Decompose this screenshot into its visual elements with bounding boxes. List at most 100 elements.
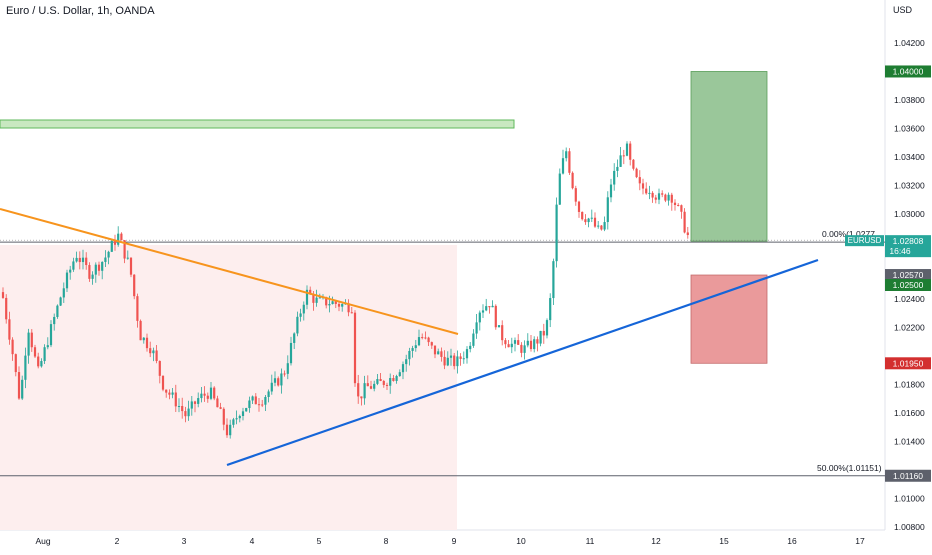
candle-body: [494, 305, 497, 328]
stop-loss-zone[interactable]: [690, 274, 768, 364]
fib-low-badge-bg: [885, 469, 931, 482]
price-tick-label: 1.02400: [894, 294, 925, 304]
candle-body: [558, 173, 561, 205]
candle-body: [651, 192, 654, 198]
candle-body: [78, 257, 81, 263]
descending-trendline[interactable]: [0, 208, 459, 335]
time-tick-label: Aug: [35, 536, 50, 546]
symbol-title[interactable]: Euro / U.S. Dollar, 1h, OANDA: [6, 5, 155, 17]
candle-body: [241, 411, 245, 416]
price-tick-label: 1.01000: [894, 494, 925, 504]
fib-50-label: 50.00%(1.01151): [817, 463, 882, 473]
candle-body: [251, 396, 254, 401]
candle-body: [296, 316, 299, 334]
time-tick-label: 17: [855, 536, 865, 546]
candle-body: [561, 158, 565, 174]
candle-body: [69, 269, 72, 273]
candle-body: [8, 319, 11, 340]
candle-body: [497, 325, 501, 328]
candle-body: [190, 401, 193, 409]
candle-body: [472, 333, 475, 346]
price-tick-label: 1.00800: [894, 522, 925, 532]
candle-body: [369, 386, 373, 389]
take-profit-badge-text: 1.04000: [893, 66, 924, 76]
entry-price-badge-text: 1.02570: [893, 270, 924, 280]
candle-body: [46, 345, 49, 348]
price-tick-label: 1.03200: [894, 180, 925, 190]
candle-body: [606, 197, 609, 223]
candle-body: [142, 337, 145, 341]
candle-body: [341, 304, 344, 307]
take-profit-badge: 1.04000: [885, 65, 931, 78]
candle-body: [257, 404, 261, 406]
price-tick-label: 1.03800: [894, 95, 925, 105]
candle-body: [632, 159, 635, 169]
candle-body: [280, 373, 283, 386]
candle-body: [283, 373, 286, 375]
candle-body: [411, 348, 414, 351]
candle-body: [609, 184, 613, 198]
price-tick-label: 1.01800: [894, 380, 925, 390]
stop-loss-badge: 1.01950: [885, 357, 931, 370]
candle-body: [510, 343, 513, 348]
candle-body: [469, 345, 472, 350]
candle-body: [222, 408, 225, 425]
ascending-trendline[interactable]: [226, 258, 819, 467]
candle-body: [414, 345, 417, 349]
candle-body: [427, 337, 430, 343]
candle-body: [17, 372, 21, 399]
price-tick-labels: 1.04200 1.03800 1.03600 1.03400 1.03200 1.030…: [894, 38, 925, 532]
candle-body: [91, 274, 94, 279]
candle-body: [485, 306, 488, 311]
resistance-zone[interactable]: [0, 119, 515, 129]
symbol-price-badge: EURUSD 1.02808 16:46: [845, 235, 931, 258]
time-tick-label: 4: [250, 536, 255, 546]
candle-body: [254, 396, 257, 405]
candle-body: [209, 387, 213, 399]
candle-body: [27, 332, 30, 356]
candle-body: [488, 306, 491, 308]
candle-body: [206, 395, 209, 399]
candle-body: [654, 197, 657, 200]
candle-body: [235, 418, 238, 420]
candle-body: [686, 232, 689, 236]
candle-body: [145, 337, 149, 349]
candle-body: [529, 340, 533, 350]
candle-body: [33, 347, 37, 357]
candle-body: [574, 188, 577, 202]
candle-body: [520, 344, 523, 353]
candle-body: [75, 257, 78, 262]
candle-body: [277, 378, 280, 386]
candle-body: [184, 411, 187, 417]
candle-body: [261, 404, 264, 406]
take-profit-zone[interactable]: [690, 71, 768, 242]
currency-label[interactable]: USD: [892, 5, 912, 15]
candle-body: [49, 324, 53, 346]
candle-body: [62, 288, 65, 298]
candle-body: [683, 211, 686, 233]
candle-body: [677, 204, 680, 206]
candle-body: [513, 340, 517, 344]
candle-body: [581, 211, 584, 220]
candle-body: [648, 192, 651, 194]
candle-body: [225, 424, 229, 436]
candle-body: [440, 351, 443, 357]
candle-body: [549, 298, 552, 321]
stop-loss-badge-text: 1.01950: [893, 358, 924, 368]
candle-body: [629, 143, 632, 160]
candle-body: [337, 303, 341, 307]
candle-body: [331, 301, 334, 305]
candle-body: [373, 383, 376, 389]
candle-body: [197, 398, 200, 404]
time-tick-label: 12: [651, 536, 661, 546]
candle-body: [123, 240, 126, 259]
candle-body: [501, 325, 504, 341]
price-tick-label: 1.03600: [894, 123, 925, 133]
candle-body: [267, 391, 270, 397]
candle-body: [149, 348, 152, 354]
symbol-price-text: 1.02808: [893, 236, 924, 246]
candle-body: [174, 392, 177, 407]
candle-body: [446, 357, 449, 366]
